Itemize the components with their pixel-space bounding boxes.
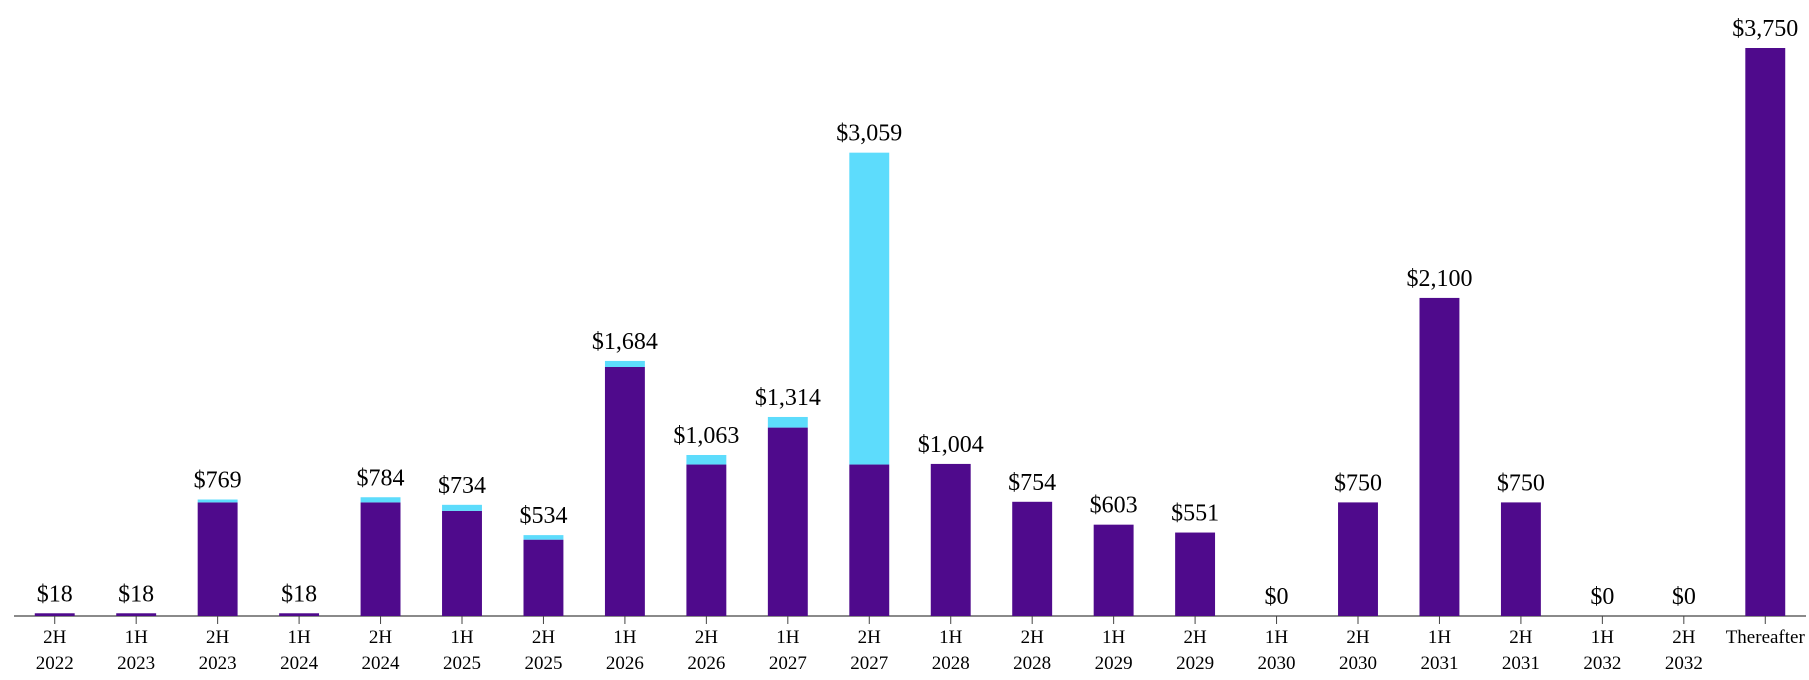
bar-segment [604,366,645,616]
bar-segment [930,463,971,616]
total-label: $750 [1334,470,1382,496]
x-tick-label: 2031 [1502,653,1540,674]
x-tick-label: 2030 [1339,653,1377,674]
total-label: $1,004 [918,432,984,458]
bar-segment [1419,297,1460,616]
x-tick-label: 2H [532,627,556,648]
x-tick-label: 2030 [1258,653,1296,674]
x-tick-label: 1H [125,627,149,648]
x-tick-label: 2023 [117,653,155,674]
total-label: $534 [519,503,567,529]
bar-segment [1175,532,1216,616]
x-tick-label: 1H [1428,627,1452,648]
x-tick-label: 1H [450,627,474,648]
bar-segment [279,613,320,616]
bar-segment [1012,501,1053,616]
x-tick-label: 2028 [932,653,970,674]
x-tick-label: 2029 [1176,653,1214,674]
x-tick-label: 2028 [1013,653,1051,674]
x-tick-label: 1H [776,627,800,648]
x-tick-label: 2024 [280,653,319,674]
x-tick-label: 2025 [443,653,481,674]
total-label: $551 [1171,501,1219,527]
bar-segment [686,464,727,616]
bar-segment [767,427,808,616]
x-tick-label: 2H [858,627,882,648]
bar-segment [523,539,564,616]
x-tick-label: 2H [1021,627,1045,648]
total-label: $769 [194,468,242,494]
total-label: $3,750 [1732,16,1798,42]
x-tick-label: 2023 [199,653,237,674]
bar-segment [1500,502,1541,616]
x-tick-label: 2031 [1420,653,1458,674]
bar-segment [360,502,401,616]
bar-segment [604,360,645,367]
total-label: $750 [1497,470,1545,496]
x-tick-label: Thereafter [1726,627,1806,648]
x-tick-label: 2029 [1095,653,1133,674]
total-label: $18 [37,581,73,607]
x-tick-label: 1H [939,627,963,648]
x-tick-label: 1H [1591,627,1615,648]
x-tick-label: 2027 [850,653,888,674]
total-label: $3,059 [836,121,902,147]
bar-segment [197,499,238,503]
x-tick-label: 2026 [606,653,644,674]
total-label: $1,063 [673,423,739,449]
x-tick-label: 2H [1509,627,1533,648]
total-label: $1,314 [755,385,821,411]
total-label: $0 [1672,584,1696,610]
x-tick-label: 2022 [36,653,74,674]
total-label: $0 [1590,584,1614,610]
total-label: $0 [1265,584,1289,610]
bar-segment [1338,502,1378,616]
x-tick-label: 2H [1672,627,1696,648]
x-tick-label: 2H [369,627,393,648]
x-tick-label: 2H [1183,627,1207,648]
bar-segment [34,613,75,616]
x-tick-label: 2032 [1665,653,1703,674]
total-label: $18 [118,581,154,607]
bar-segment [686,454,727,465]
bar-segment [849,152,890,465]
x-tick-label: 1H [287,627,311,648]
bar-segment [1745,48,1786,616]
x-tick-label: 2H [43,627,67,648]
x-tick-label: 2H [206,627,230,648]
total-label: $1,684 [592,329,658,355]
x-tick-label: 1H [1265,627,1289,648]
bar-segment [116,613,157,616]
total-label: $603 [1090,493,1138,519]
x-tick-label: 1H [613,627,637,648]
bar-segment [360,497,401,503]
bar-segment [523,535,564,540]
x-tick-label: 2024 [362,653,401,674]
bar-segment [442,504,482,511]
x-tick-label: 2026 [687,653,725,674]
total-label: $18 [281,581,317,607]
total-label: $784 [357,465,405,491]
bar-segment [767,416,808,428]
total-label: $2,100 [1406,266,1472,292]
x-tick-label: 2027 [769,653,807,674]
x-tick-label: 2H [695,627,719,648]
bar-segment [1093,524,1134,616]
x-tick-label: 2025 [524,653,562,674]
bar-segment [197,502,238,616]
x-tick-label: 2H [1346,627,1370,648]
bar-segment [849,464,890,616]
x-tick-label: 2032 [1583,653,1621,674]
bar-segment [442,510,482,616]
total-label: $754 [1008,470,1056,496]
x-tick-label: 1H [1102,627,1126,648]
total-label: $734 [438,473,486,499]
